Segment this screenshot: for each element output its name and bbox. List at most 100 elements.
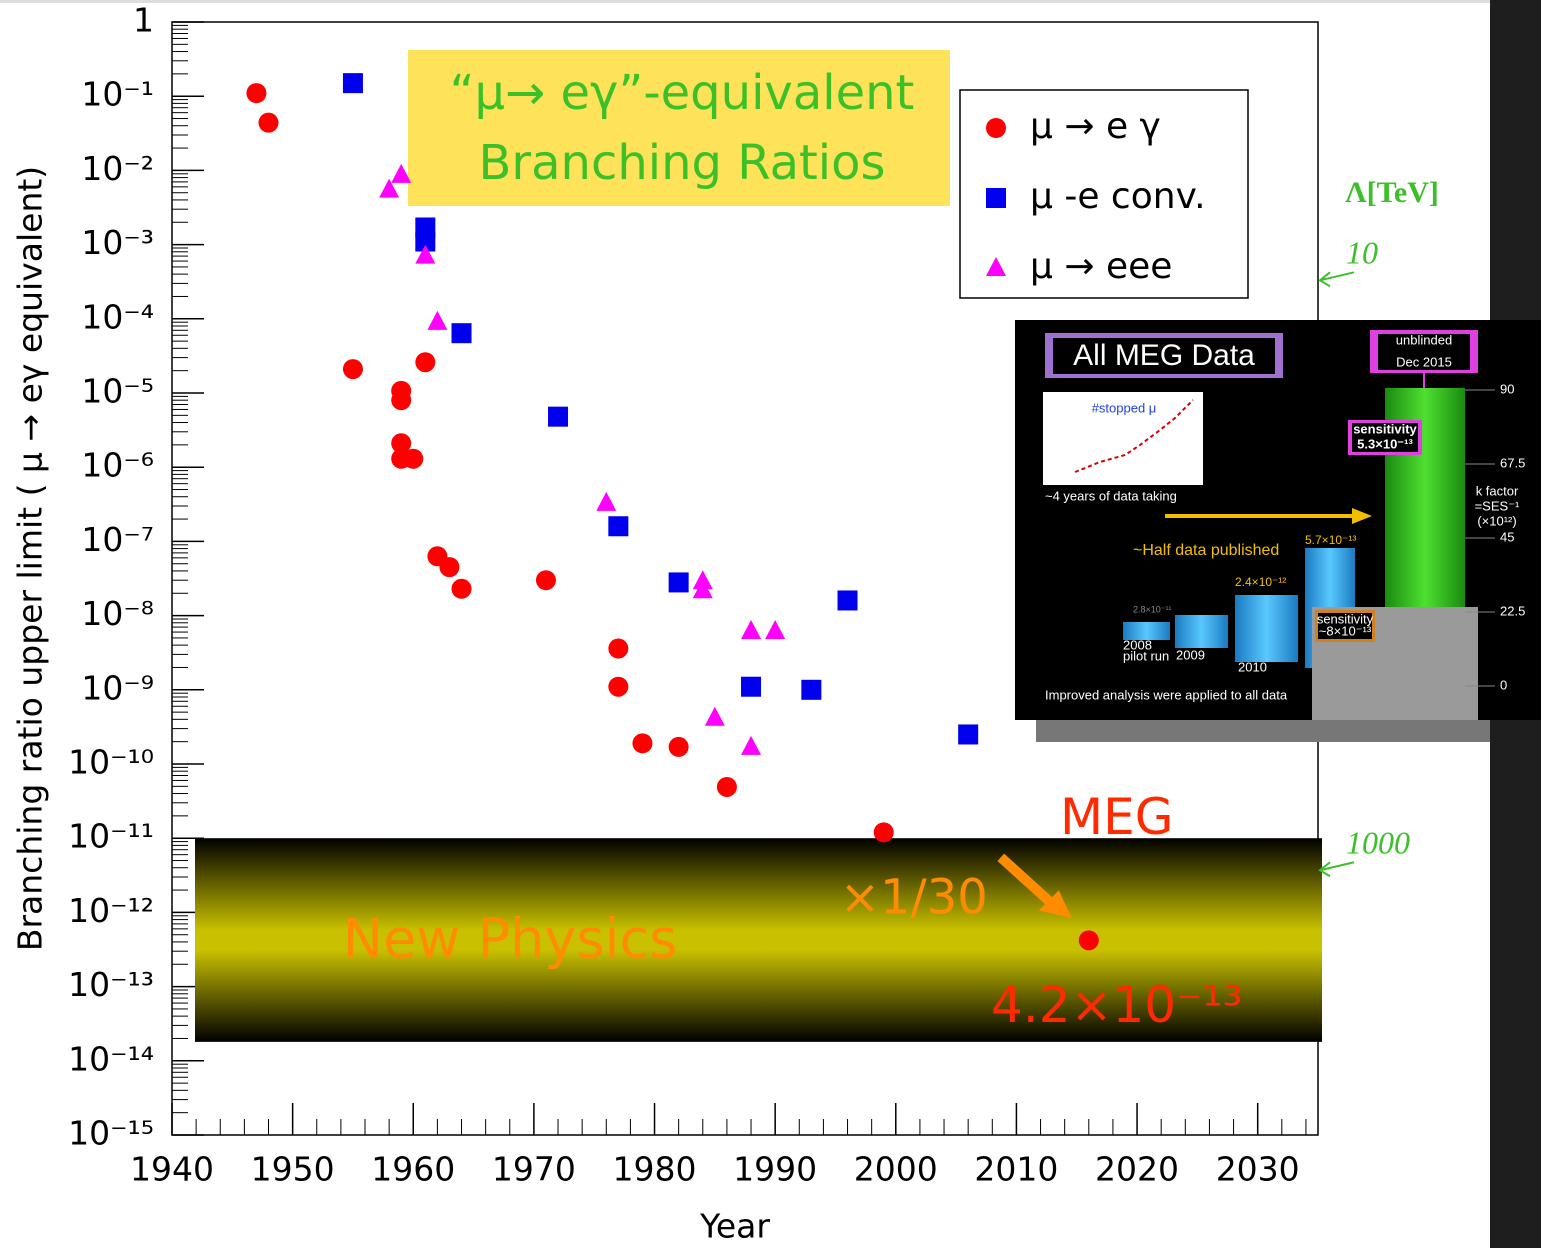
sensitivity-label: sensitivity — [1353, 421, 1417, 436]
point — [1078, 930, 1099, 951]
y-tick-label: 10⁻¹¹ — [68, 817, 154, 856]
point — [608, 516, 629, 537]
point — [765, 620, 786, 640]
sensitivity-bg — [1318, 613, 1372, 639]
point — [379, 178, 400, 198]
point — [391, 163, 412, 183]
point — [873, 822, 894, 843]
sensitivity-bg — [1352, 423, 1418, 452]
y-tick-label: 10⁻⁵ — [81, 372, 154, 411]
annotation-arrow — [997, 853, 1058, 910]
point — [608, 676, 629, 697]
unblinded-label: unblinded — [1396, 332, 1452, 347]
chart-title: “μ→ eγ”-equivalent — [450, 65, 915, 121]
inset-axis-label: 90 — [1500, 381, 1514, 396]
point — [958, 724, 979, 745]
y-tick-label: 10⁻⁹ — [81, 668, 154, 707]
sensitivity-label: 5.3×10⁻¹³ — [1357, 436, 1413, 451]
x-tick-label: 2010 — [974, 1150, 1058, 1189]
inset-axis-label: 22.5 — [1500, 603, 1525, 618]
point — [391, 390, 412, 411]
lambda-tick — [1319, 861, 1355, 872]
inset-bar-label: 5.7×10⁻¹³ — [1305, 533, 1356, 547]
point — [596, 491, 617, 511]
inset-year: 2008 — [1123, 637, 1152, 652]
point — [716, 776, 737, 797]
point — [837, 590, 858, 611]
y-tick-label: 10⁻¹⁰ — [68, 743, 154, 782]
x-tick-label: 2000 — [854, 1150, 938, 1189]
point — [258, 112, 279, 133]
legend-label: μ → eee — [1030, 246, 1172, 287]
inset-year: pilot run — [1123, 648, 1169, 663]
x-tick-label: 2030 — [1216, 1150, 1300, 1189]
annotation-arrowhead — [1038, 890, 1072, 919]
chart-title: Branching Ratios — [478, 135, 885, 191]
legend-box — [959, 89, 1249, 299]
inset-mini-line — [1074, 399, 1194, 473]
inset-note: Improved analysis were applied to all da… — [1045, 687, 1288, 702]
point — [741, 620, 762, 640]
x-tick-label: 1990 — [733, 1150, 817, 1189]
inset-bar-label: 2.8×10⁻¹¹ — [1133, 604, 1172, 614]
x-tick-label: 1940 — [130, 1150, 214, 1189]
inset-arrowhead — [1352, 508, 1372, 524]
point — [451, 323, 472, 344]
inset-title-bg — [1053, 338, 1275, 374]
y-tick-label: 10⁻¹² — [68, 891, 154, 930]
point — [704, 706, 725, 726]
annotation: 4.2×10⁻¹³ — [991, 976, 1243, 1034]
point — [608, 638, 629, 659]
sensitivity-label: sensitivity — [1317, 611, 1374, 626]
y-tick-label: 10⁻⁸ — [81, 594, 154, 633]
lambda-tick-label: 10 — [1346, 235, 1378, 271]
point — [403, 448, 424, 469]
y-tick-label: 1 — [133, 1, 154, 40]
x-tick-label: 2020 — [1095, 1150, 1179, 1189]
new-physics-band — [195, 838, 1322, 1042]
annotation: ×1/30 — [840, 869, 988, 925]
point — [741, 676, 762, 697]
title-box — [408, 50, 950, 206]
annotation: MEG — [1060, 788, 1173, 846]
unblinded-label: Dec 2015 — [1396, 354, 1452, 369]
point — [668, 572, 689, 593]
k-factor: =SES⁻¹ — [1475, 498, 1520, 513]
inset-mini-plot — [1043, 392, 1203, 485]
inset-year: 2009 — [1176, 647, 1205, 662]
inset-years: ~4 years of data taking — [1045, 488, 1177, 503]
point — [741, 735, 762, 755]
legend-label: μ → e γ — [1030, 106, 1161, 147]
y-tick-label: 10⁻¹⁵ — [68, 1114, 154, 1153]
k-factor: (×10¹²) — [1477, 513, 1516, 528]
legend-marker — [986, 118, 1006, 138]
inset-year: 2010 — [1238, 659, 1267, 674]
point — [548, 406, 569, 427]
point — [427, 310, 448, 330]
inset-bar — [1175, 615, 1228, 648]
lambda-axis-label: Λ[TeV] — [1345, 176, 1439, 209]
inset-axis-label: 67.5 — [1500, 455, 1525, 470]
x-tick-label: 1980 — [613, 1150, 697, 1189]
inset-axis-label: 45 — [1500, 529, 1514, 544]
sensitivity-label: ~8×10⁻¹³ — [1319, 623, 1372, 638]
y-tick-label: 10⁻³ — [81, 223, 154, 262]
y-tick-label: 10⁻¹⁴ — [68, 1039, 154, 1078]
point — [801, 679, 822, 700]
lambda-arrowhead — [1318, 271, 1331, 288]
point — [439, 557, 460, 578]
y-tick-label: 10⁻⁶ — [81, 446, 154, 485]
point — [342, 73, 363, 94]
y-tick-label: 10⁻⁷ — [81, 520, 154, 559]
inset-bar — [1235, 595, 1298, 662]
point — [692, 579, 713, 599]
inset-half: ~Half data published — [1133, 542, 1279, 559]
y-tick-label: 10⁻¹³ — [68, 965, 154, 1004]
y-tick-label: 10⁻⁴ — [81, 297, 154, 336]
point — [415, 231, 436, 252]
unblinded-bg — [1378, 334, 1470, 370]
point — [451, 578, 472, 599]
top-strip — [0, 0, 1490, 3]
legend-marker — [986, 257, 1006, 276]
inset-axis: 90 67.5 45 22.5 0 — [1465, 381, 1525, 692]
